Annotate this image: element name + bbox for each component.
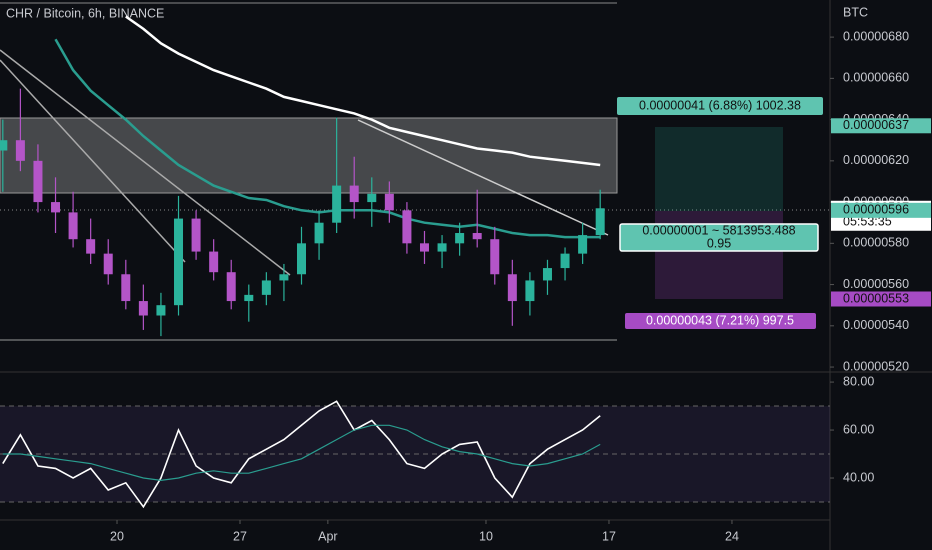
trend-line — [357, 119, 609, 236]
candle-body — [472, 233, 482, 240]
candle-body — [121, 274, 131, 302]
candle-body — [367, 193, 377, 203]
candle-body — [560, 253, 570, 269]
y-tick-label: 0.00000680 — [843, 29, 909, 43]
trend-line — [0, 59, 186, 263]
candle-body — [490, 239, 500, 275]
line-series — [54, 38, 601, 239]
line-series — [2, 400, 601, 509]
y-tick-label: 0.00000580 — [843, 236, 909, 250]
candle-body — [542, 268, 552, 281]
candle-body — [261, 280, 271, 295]
price-tag — [831, 118, 931, 134]
candle-body — [226, 272, 236, 302]
target-label: 0.00000041 (6.88%) 1002.38 — [639, 98, 801, 112]
countdown: 05:53:35 — [843, 215, 892, 229]
trend-line — [0, 49, 291, 276]
candle-body — [595, 208, 605, 236]
candle-body — [507, 274, 517, 302]
candle-body — [349, 185, 359, 203]
target-zone — [655, 127, 783, 211]
candle-body — [191, 218, 201, 252]
position-label: 0.95 — [707, 236, 731, 250]
candle-body — [68, 212, 78, 240]
candle-body — [33, 160, 43, 203]
label-box — [625, 313, 816, 329]
price-tag-label: 0.00000637 — [843, 118, 909, 132]
price-tag-label: 0.00000553 — [843, 291, 909, 305]
y-tick-label: 0.00000520 — [843, 359, 909, 373]
candle-body — [455, 233, 465, 244]
y-tick-label: 80.00 — [843, 374, 874, 388]
candle-body — [279, 274, 289, 281]
candle-body — [51, 202, 61, 213]
position-label: 0.00000001 ~ 5813953.488 — [642, 223, 795, 237]
candle-body — [578, 235, 588, 254]
candle-body — [209, 251, 219, 273]
candle-body — [244, 294, 254, 302]
candle-body — [0, 140, 8, 151]
candle-body — [174, 218, 184, 306]
candle-body — [437, 243, 447, 252]
candle-body — [156, 305, 166, 316]
y-tick-label: 60.00 — [843, 422, 874, 436]
y-tick-label: 0.00000660 — [843, 71, 909, 85]
candle-body — [384, 193, 394, 211]
price-tag — [831, 202, 931, 218]
label-box — [619, 223, 819, 252]
candle-body — [103, 253, 113, 275]
price-tag-label: 0.00000596 — [843, 203, 909, 217]
label-box — [617, 97, 823, 115]
x-tick-label: 10 — [479, 529, 493, 543]
y-tick-label: 0.00000540 — [843, 318, 909, 332]
line-series — [2, 424, 601, 482]
candle-body — [332, 185, 342, 223]
candle-body — [296, 243, 306, 275]
chart-title: CHR / Bitcoin, 6h, BINANCE — [6, 6, 164, 20]
x-tick-label: 17 — [602, 529, 616, 543]
candle-body — [525, 280, 535, 302]
candle-body — [15, 140, 25, 161]
y-tick-label: 0.00000560 — [843, 277, 909, 291]
candle-body — [402, 210, 412, 244]
x-tick-label: 20 — [110, 529, 124, 543]
x-tick-label: 27 — [233, 529, 247, 543]
candle-body — [86, 239, 96, 254]
axis-unit: BTC — [843, 5, 868, 19]
y-tick-label: 0.00000620 — [843, 153, 909, 167]
stop-label: 0.00000043 (7.21%) 997.5 — [646, 313, 794, 327]
candle-body — [138, 301, 148, 316]
x-tick-label: 24 — [725, 529, 739, 543]
x-tick-label: Apr — [318, 529, 337, 543]
candle-body — [419, 243, 429, 252]
candle-body — [314, 222, 324, 244]
line-series — [125, 15, 601, 167]
y-tick-label: 40.00 — [843, 470, 874, 484]
price-tag — [831, 291, 931, 307]
